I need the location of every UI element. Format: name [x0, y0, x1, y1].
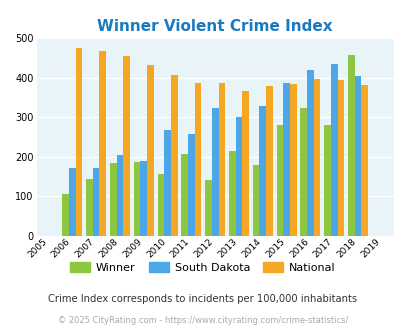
Bar — [354, 76, 360, 236]
Title: Winner Violent Crime Index: Winner Violent Crime Index — [97, 19, 332, 34]
Bar — [140, 161, 147, 236]
Bar — [337, 80, 343, 236]
Bar — [235, 117, 242, 236]
Bar — [188, 134, 194, 236]
Bar — [99, 51, 106, 236]
Bar — [181, 153, 188, 236]
Bar — [252, 165, 259, 236]
Bar — [306, 70, 313, 236]
Bar — [266, 86, 272, 236]
Bar — [133, 161, 140, 236]
Text: Crime Index corresponds to incidents per 100,000 inhabitants: Crime Index corresponds to incidents per… — [48, 294, 357, 304]
Bar — [211, 109, 218, 236]
Bar — [347, 54, 354, 236]
Bar — [330, 64, 337, 236]
Bar — [116, 155, 123, 236]
Bar — [324, 125, 330, 236]
Bar — [360, 85, 367, 236]
Bar — [123, 56, 130, 236]
Bar — [300, 108, 306, 236]
Bar — [205, 180, 211, 236]
Bar — [276, 125, 283, 236]
Bar — [242, 91, 248, 236]
Bar — [92, 168, 99, 236]
Bar — [283, 83, 289, 236]
Text: © 2025 CityRating.com - https://www.cityrating.com/crime-statistics/: © 2025 CityRating.com - https://www.city… — [58, 316, 347, 325]
Bar — [110, 163, 116, 236]
Bar — [75, 48, 82, 236]
Bar — [289, 84, 296, 236]
Bar — [147, 65, 153, 236]
Bar — [157, 174, 164, 236]
Bar — [218, 83, 225, 236]
Bar — [228, 151, 235, 236]
Bar — [69, 168, 75, 236]
Bar — [313, 79, 320, 236]
Legend: Winner, South Dakota, National: Winner, South Dakota, National — [66, 258, 339, 277]
Bar — [86, 179, 92, 236]
Bar — [171, 75, 177, 236]
Bar — [164, 130, 171, 236]
Bar — [259, 106, 266, 236]
Bar — [194, 83, 201, 236]
Bar — [62, 194, 69, 236]
